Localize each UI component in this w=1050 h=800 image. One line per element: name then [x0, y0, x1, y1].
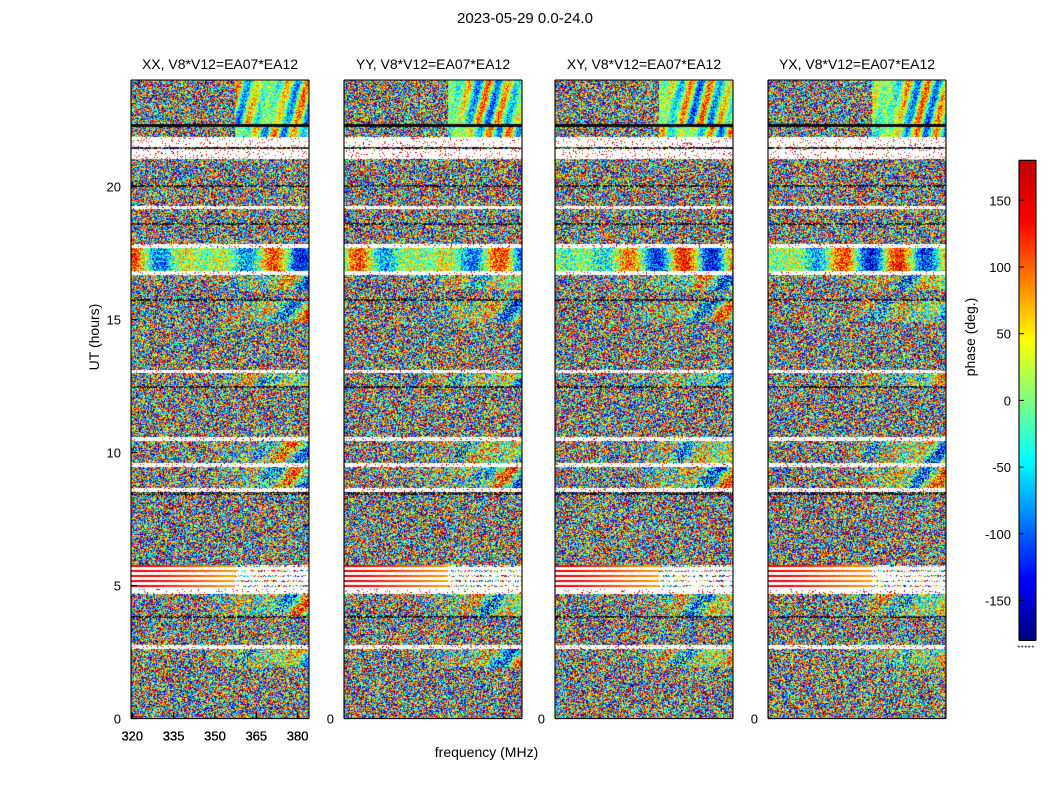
svg-text:380: 380	[287, 729, 309, 744]
svg-text:380: 380	[287, 729, 309, 744]
svg-text:320: 320	[121, 729, 143, 744]
svg-text:0: 0	[114, 712, 121, 727]
svg-text:150: 150	[989, 193, 1011, 208]
svg-text:365: 365	[245, 729, 267, 744]
svg-text:380: 380	[287, 729, 309, 744]
svg-text:-150: -150	[985, 593, 1011, 608]
svg-text:365: 365	[245, 729, 267, 744]
svg-text:320: 320	[121, 729, 143, 744]
svg-text:380: 380	[287, 729, 309, 744]
svg-text:0: 0	[751, 712, 758, 727]
svg-text:-100: -100	[985, 527, 1011, 542]
svg-text:320: 320	[121, 729, 143, 744]
svg-text:50: 50	[997, 327, 1011, 342]
svg-text:335: 335	[163, 729, 185, 744]
svg-text:0: 0	[327, 712, 334, 727]
svg-text:365: 365	[245, 729, 267, 744]
svg-text:335: 335	[163, 729, 185, 744]
svg-text:320: 320	[121, 729, 143, 744]
svg-text:335: 335	[163, 729, 185, 744]
svg-text:0: 0	[1004, 393, 1011, 408]
svg-text:20: 20	[107, 179, 121, 194]
svg-text:365: 365	[245, 729, 267, 744]
svg-text:335: 335	[163, 729, 185, 744]
svg-text:0: 0	[538, 712, 545, 727]
svg-text:5: 5	[114, 579, 121, 594]
svg-text:350: 350	[204, 729, 226, 744]
svg-text:350: 350	[204, 729, 226, 744]
svg-text:15: 15	[107, 312, 121, 327]
svg-text:10: 10	[107, 446, 121, 461]
svg-text:-50: -50	[992, 460, 1011, 475]
svg-text:350: 350	[204, 729, 226, 744]
svg-text:350: 350	[204, 729, 226, 744]
svg-text:100: 100	[989, 260, 1011, 275]
